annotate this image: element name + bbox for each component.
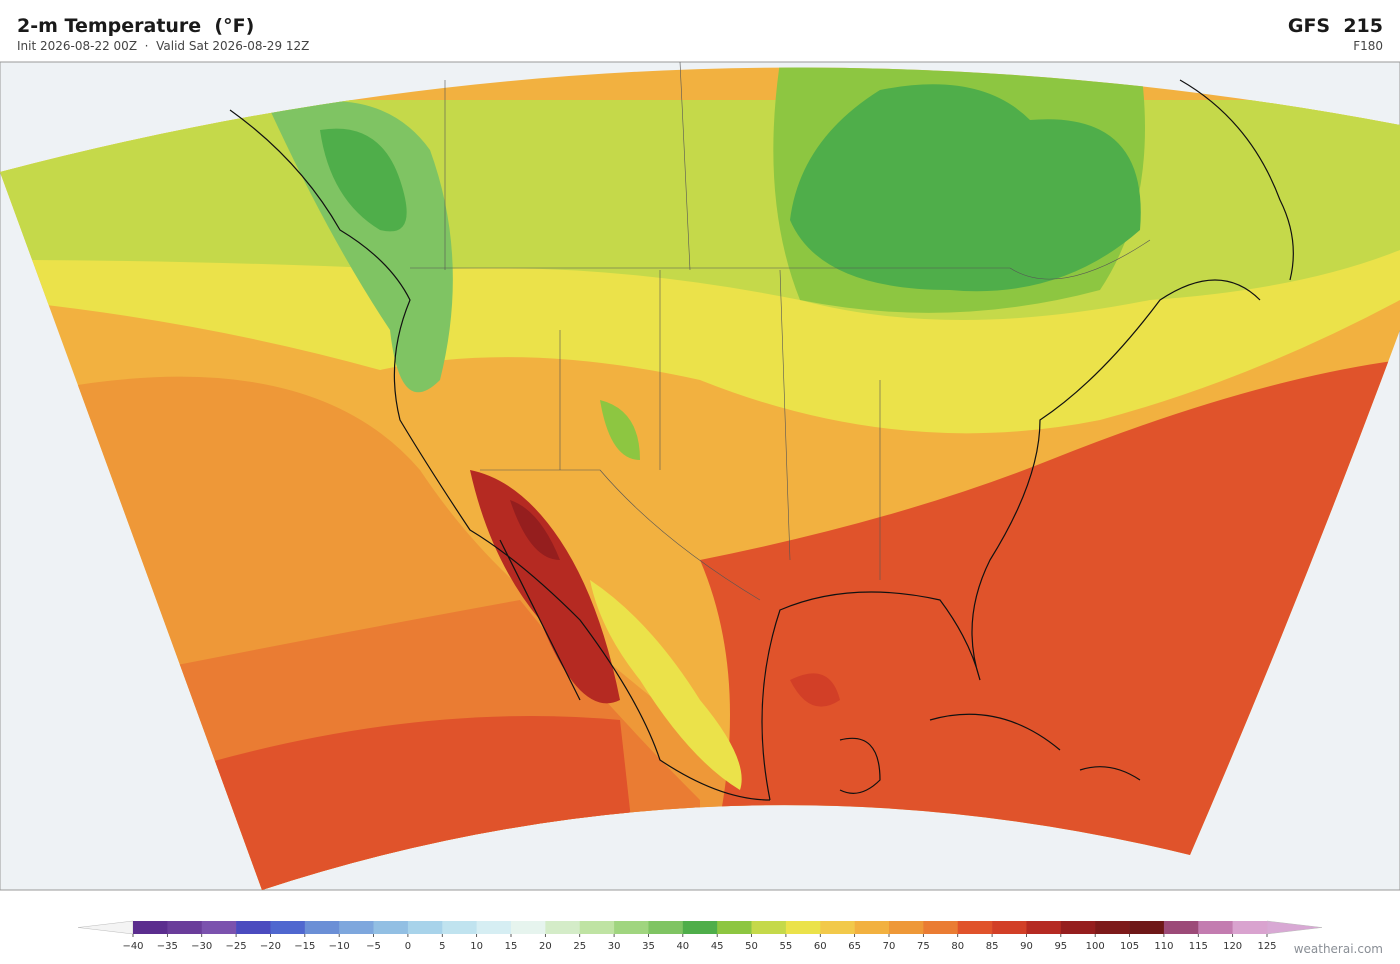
colorbar-tick-label: 70 bbox=[883, 941, 896, 952]
colorbar-tick-label: 75 bbox=[917, 941, 930, 952]
colorbar-box bbox=[201, 921, 237, 934]
colorbar-box bbox=[614, 921, 649, 934]
colorbar-box bbox=[579, 921, 615, 934]
colorbar-tick-label: 115 bbox=[1189, 941, 1208, 952]
colorbar-tick-label: 30 bbox=[608, 941, 621, 952]
colorbar-tick-label: −10 bbox=[329, 941, 350, 952]
colorbar-box bbox=[407, 921, 443, 934]
borders bbox=[410, 61, 1151, 601]
colorbar-box bbox=[373, 921, 409, 934]
model-label: GFS 215 bbox=[1287, 15, 1383, 37]
colorbar-tick-label: 90 bbox=[1020, 941, 1033, 952]
colorbar-box bbox=[992, 921, 1027, 934]
colorbar-box bbox=[751, 921, 787, 934]
colorbar-tick-label: 60 bbox=[814, 941, 827, 952]
colorbar-tick-label: 35 bbox=[642, 941, 655, 952]
colorbar-tick-label: 20 bbox=[539, 941, 552, 952]
colorbar-tick-label: 15 bbox=[505, 941, 518, 952]
colorbar-box bbox=[1129, 921, 1165, 934]
colorbar-over bbox=[1266, 920, 1323, 935]
coastlines bbox=[229, 79, 1294, 801]
colorbar-box bbox=[889, 921, 924, 934]
colorbar-tick-label: 40 bbox=[676, 941, 689, 952]
colorbar-box bbox=[820, 921, 855, 934]
colorbar-tick-label: 120 bbox=[1223, 941, 1242, 952]
colorbar-box bbox=[1060, 921, 1096, 934]
colorbar-tick-label: 5 bbox=[439, 941, 445, 952]
colorbar-tick-label: 65 bbox=[848, 941, 861, 952]
map-title: 2-m Temperature (°F) bbox=[17, 15, 255, 37]
colorbar-box bbox=[270, 921, 306, 934]
colorbar-box bbox=[476, 921, 512, 934]
colorbar-tick-label: 10 bbox=[470, 941, 483, 952]
colorbar-tick-label: −40 bbox=[122, 941, 143, 952]
colorbar-tick-label: 0 bbox=[405, 941, 411, 952]
colorbar-box bbox=[133, 921, 168, 934]
colorbar-box bbox=[854, 921, 890, 934]
colorbar-box bbox=[1163, 921, 1199, 934]
colorbar-tick-label: −15 bbox=[294, 941, 315, 952]
colorbar-box bbox=[1198, 921, 1233, 934]
colorbar-box bbox=[648, 921, 684, 934]
colorbar-box bbox=[442, 921, 477, 934]
colorbar-box bbox=[1232, 921, 1268, 934]
attribution: weatherai.com bbox=[1293, 942, 1383, 956]
colorbar-tick-label: 80 bbox=[951, 941, 964, 952]
colorbar-tick-label: −35 bbox=[157, 941, 178, 952]
colorbar-box bbox=[923, 921, 959, 934]
colorbar-tick-label: −30 bbox=[191, 941, 212, 952]
colorbar-box bbox=[957, 921, 993, 934]
temperature-field bbox=[0, 67, 1400, 891]
colorbar-box bbox=[682, 921, 718, 934]
forecast-hour: F180 bbox=[1353, 39, 1383, 53]
colorbar: −40 −35 −30 −25 −20 −15 −10 −5 0 5 10 15 20 25 30 35 40 4… bbox=[77, 920, 1323, 952]
colorbar-tick-label: −20 bbox=[260, 941, 281, 952]
colorbar-box bbox=[167, 921, 203, 934]
colorbar-box bbox=[545, 921, 581, 934]
colorbar-box bbox=[1026, 921, 1062, 934]
colorbar-tick-label: 25 bbox=[573, 941, 586, 952]
colorbar-tick-label: 125 bbox=[1257, 941, 1276, 952]
colorbar-box bbox=[304, 921, 340, 934]
colorbar-box bbox=[236, 921, 271, 934]
colorbar-tick-label: 100 bbox=[1086, 941, 1105, 952]
colorbar-tick-label: 110 bbox=[1154, 941, 1173, 952]
colorbar-box bbox=[511, 921, 546, 934]
colorbar-box bbox=[785, 921, 821, 934]
colorbar-box bbox=[1095, 921, 1130, 934]
colorbar-tick-label: −25 bbox=[226, 941, 247, 952]
map bbox=[0, 61, 1400, 891]
colorbar-tick-label: 95 bbox=[1054, 941, 1067, 952]
map-subtitle: Init 2026-08-22 00Z · Valid Sat 2026-08-… bbox=[17, 39, 310, 53]
colorbar-tick-label: 50 bbox=[745, 941, 758, 952]
colorbar-tick-label: 45 bbox=[711, 941, 724, 952]
colorbar-tick-label: 105 bbox=[1120, 941, 1139, 952]
colorbar-tick-label: −5 bbox=[366, 941, 381, 952]
colorbar-under bbox=[77, 920, 134, 935]
colorbar-box bbox=[339, 921, 374, 934]
colorbar-tick-label: 85 bbox=[986, 941, 999, 952]
colorbar-tick-label: 55 bbox=[780, 941, 793, 952]
colorbar-box bbox=[717, 921, 752, 934]
